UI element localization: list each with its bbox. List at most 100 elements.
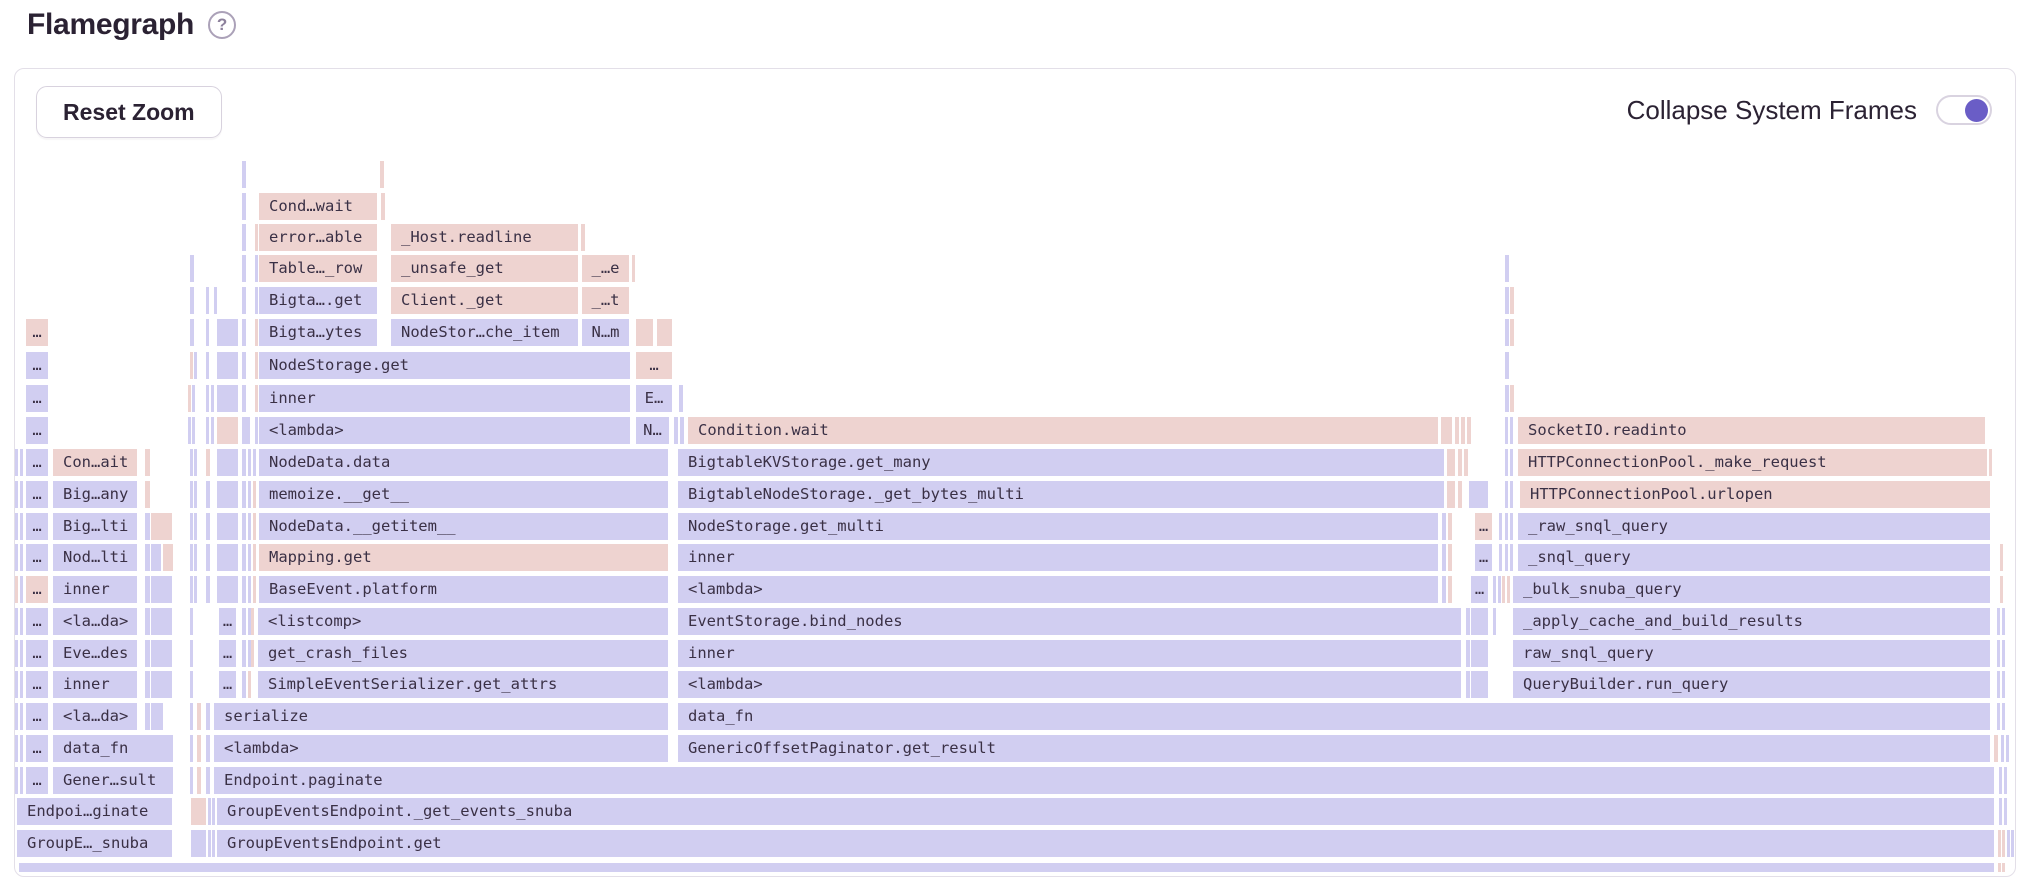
- flame-frame[interactable]: [242, 513, 246, 540]
- flame-frame[interactable]: SimpleEventSerializer.get_attrs: [258, 671, 668, 698]
- flame-frame[interactable]: <la…da>: [53, 608, 137, 635]
- flame-frame[interactable]: NodeStor…che_item: [391, 319, 578, 346]
- flamegraph-canvas[interactable]: Cond…wait error…able _Host.readline Table…_…: [15, 69, 2015, 876]
- flame-frame[interactable]: [1505, 287, 1509, 314]
- flame-frame[interactable]: N…: [636, 417, 669, 444]
- flame-frame[interactable]: Gener…sult: [53, 767, 173, 794]
- flame-frame[interactable]: [212, 798, 215, 825]
- flame-frame[interactable]: [217, 417, 238, 444]
- flame-frame[interactable]: [145, 640, 150, 667]
- flame-frame[interactable]: GroupE…_snuba: [17, 830, 172, 857]
- flame-frame[interactable]: data_fn: [678, 703, 1990, 730]
- flame-frame[interactable]: [192, 385, 195, 412]
- flame-frame[interactable]: [15, 703, 18, 730]
- flame-frame[interactable]: …: [26, 767, 48, 794]
- flame-frame[interactable]: [194, 481, 197, 508]
- flame-frame[interactable]: [208, 798, 211, 825]
- flame-frame[interactable]: Client._get: [391, 287, 578, 314]
- flame-frame[interactable]: [1466, 608, 1470, 635]
- flame-frame[interactable]: …: [636, 352, 672, 379]
- flame-frame[interactable]: [1994, 735, 1998, 762]
- flame-frame[interactable]: [192, 417, 195, 444]
- flame-frame[interactable]: [1999, 767, 2002, 794]
- flame-frame[interactable]: [1458, 449, 1462, 476]
- flame-frame[interactable]: [255, 385, 258, 412]
- flame-frame[interactable]: [194, 576, 197, 603]
- flame-frame[interactable]: …: [1471, 576, 1488, 603]
- flame-frame[interactable]: [190, 481, 193, 508]
- flame-frame[interactable]: …: [1475, 513, 1492, 540]
- flame-frame[interactable]: [1448, 576, 1452, 603]
- flame-frame[interactable]: [1458, 481, 1462, 508]
- flame-frame[interactable]: [1505, 417, 1508, 444]
- flame-frame[interactable]: …: [26, 481, 48, 508]
- flame-frame[interactable]: [217, 352, 238, 379]
- flame-frame[interactable]: [190, 319, 194, 346]
- flame-frame[interactable]: [194, 513, 197, 540]
- flame-frame[interactable]: …: [26, 735, 48, 762]
- flame-frame[interactable]: [1471, 608, 1488, 635]
- flame-frame[interactable]: [217, 481, 238, 508]
- flame-frame[interactable]: [217, 513, 238, 540]
- flame-frame[interactable]: serialize: [214, 703, 668, 730]
- flame-frame[interactable]: [1997, 608, 2000, 635]
- flame-frame[interactable]: [212, 830, 215, 857]
- reset-zoom-button[interactable]: Reset Zoom: [36, 86, 222, 138]
- flame-frame[interactable]: [1505, 352, 1509, 379]
- flame-frame[interactable]: [248, 513, 251, 540]
- flame-frame[interactable]: [15, 608, 18, 635]
- flame-frame[interactable]: …: [26, 417, 48, 444]
- flame-frame[interactable]: [1447, 481, 1455, 508]
- flame-frame[interactable]: [15, 671, 18, 698]
- flame-frame[interactable]: [20, 735, 23, 762]
- flame-frame[interactable]: [194, 544, 197, 571]
- flame-frame[interactable]: [253, 576, 256, 603]
- flame-frame[interactable]: [1998, 830, 2001, 857]
- flame-frame[interactable]: [255, 352, 258, 379]
- flame-frame[interactable]: …: [219, 608, 236, 635]
- flame-frame[interactable]: [206, 481, 210, 508]
- flame-frame[interactable]: [20, 449, 23, 476]
- flame-frame[interactable]: [15, 767, 18, 794]
- flame-frame[interactable]: [242, 640, 246, 667]
- flame-frame[interactable]: BigtableKVStorage.get_many: [678, 449, 1444, 476]
- flame-frame[interactable]: [255, 287, 258, 314]
- flame-frame[interactable]: [145, 449, 150, 476]
- flame-frame[interactable]: [206, 513, 210, 540]
- flame-frame[interactable]: HTTPConnectionPool._make_request: [1518, 449, 1987, 476]
- flame-frame[interactable]: [242, 319, 246, 346]
- flame-frame[interactable]: [206, 385, 209, 412]
- flame-frame[interactable]: …: [26, 671, 48, 698]
- flame-frame[interactable]: [253, 449, 256, 476]
- flame-frame[interactable]: [15, 449, 18, 476]
- flame-frame[interactable]: [242, 576, 246, 603]
- flame-frame[interactable]: Bigta…ytes: [259, 319, 377, 346]
- flame-frame[interactable]: [1510, 481, 1513, 508]
- flame-frame[interactable]: [206, 287, 209, 314]
- flame-frame[interactable]: [248, 608, 251, 635]
- flame-frame[interactable]: [151, 513, 172, 540]
- flame-frame[interactable]: [190, 735, 193, 762]
- flame-frame[interactable]: [1499, 513, 1502, 540]
- flame-frame[interactable]: <la…da>: [53, 703, 137, 730]
- flame-frame[interactable]: [190, 576, 193, 603]
- flame-frame[interactable]: [206, 703, 210, 730]
- flame-frame[interactable]: [191, 830, 206, 857]
- flame-frame[interactable]: [242, 449, 246, 476]
- flame-frame[interactable]: [217, 576, 238, 603]
- flame-frame[interactable]: error…able: [259, 224, 377, 251]
- flame-frame[interactable]: [248, 640, 251, 667]
- flame-frame[interactable]: [1493, 576, 1496, 603]
- flame-frame[interactable]: [1997, 703, 2000, 730]
- flame-frame[interactable]: memoize.__get__: [259, 481, 668, 508]
- flame-frame[interactable]: [1505, 449, 1508, 476]
- flame-frame[interactable]: [255, 319, 258, 346]
- flame-frame[interactable]: [197, 703, 201, 730]
- flame-frame[interactable]: [2000, 576, 2003, 603]
- flame-frame[interactable]: <lambda>: [678, 576, 1438, 603]
- flame-frame[interactable]: [253, 544, 256, 571]
- flame-frame[interactable]: [2004, 767, 2007, 794]
- flame-frame[interactable]: [2006, 735, 2009, 762]
- flame-frame[interactable]: [190, 671, 193, 698]
- flame-frame[interactable]: [251, 640, 254, 667]
